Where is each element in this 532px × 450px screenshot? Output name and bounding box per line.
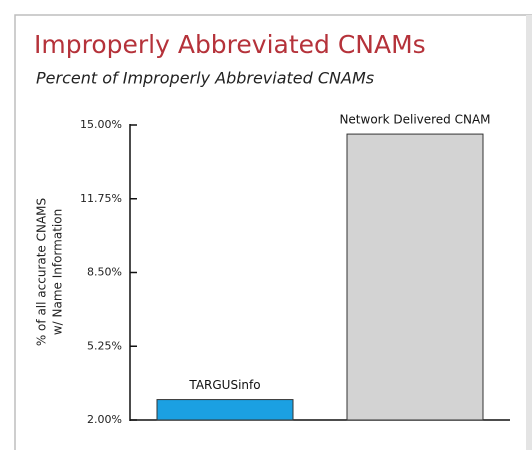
y-tick-label: 8.50% [87, 266, 122, 279]
panel-shadow [526, 15, 532, 450]
bar [156, 399, 294, 421]
category-label: TARGUSinfo [188, 378, 260, 392]
y-tick-label: 2.00% [87, 413, 122, 426]
chart-subtitle: Percent of Improperly Abbreviated CNAMs [36, 69, 374, 88]
y-axis-label: % of all accurate CNAMS [35, 198, 49, 346]
y-tick-label: 11.75% [80, 192, 122, 205]
y-tick-label: 5.25% [87, 339, 122, 352]
bar [346, 133, 484, 421]
y-tick-label: 15.00% [80, 118, 122, 131]
category-label: Network Delivered CNAM [339, 113, 490, 127]
chart-title: Improperly Abbreviated CNAMs [34, 30, 426, 59]
y-axis-label: w/ Name Information [51, 209, 65, 335]
